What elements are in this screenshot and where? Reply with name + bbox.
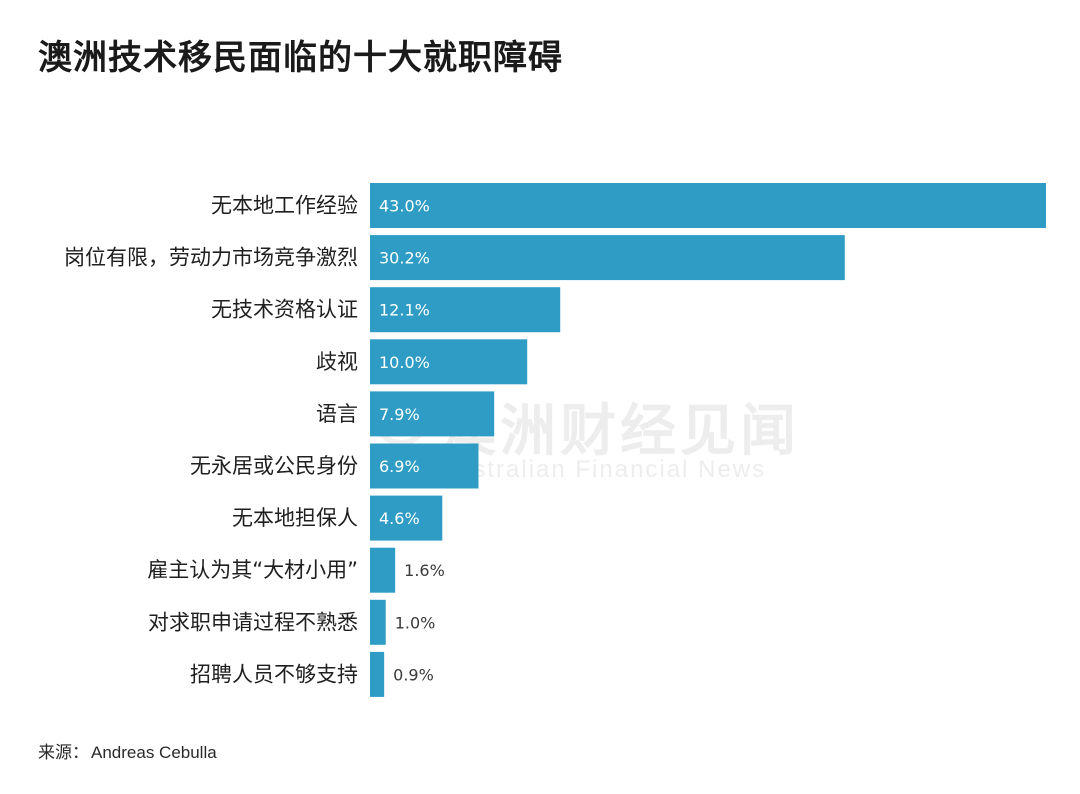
bar-8 <box>370 599 386 645</box>
category-label-0: 无本地工作经验 <box>211 194 358 218</box>
value-label-2: 12.1% <box>379 301 430 320</box>
source-label: 来源： <box>38 743 89 763</box>
bar-9 <box>370 651 385 697</box>
category-label-7: 雇主认为其“大材小用” <box>147 558 358 582</box>
category-label-1: 岗位有限，劳动力市场竞争激烈 <box>64 246 358 270</box>
category-label-5: 无永居或公民身份 <box>190 454 358 478</box>
category-label-8: 对求职申请过程不熟悉 <box>148 610 358 634</box>
bar-0 <box>370 183 1046 228</box>
value-label-1: 30.2% <box>379 249 430 268</box>
value-label-4: 7.9% <box>379 405 420 424</box>
value-label-5: 6.9% <box>379 457 420 476</box>
source-note: 来源： Andreas Cebulla <box>38 738 217 763</box>
value-label-7: 1.6% <box>404 561 445 580</box>
category-label-2: 无技术资格认证 <box>211 298 358 322</box>
value-label-3: 10.0% <box>379 353 430 372</box>
bar-4 <box>370 391 495 437</box>
category-label-4: 语言 <box>316 402 358 426</box>
value-label-6: 4.6% <box>379 509 420 528</box>
category-label-6: 无本地担保人 <box>232 506 358 530</box>
chart-title: 澳洲技术移民面临的十大就职障碍 <box>38 38 563 78</box>
bar-1 <box>370 235 845 281</box>
category-label-9: 招聘人员不够支持 <box>190 662 358 686</box>
source-value: Andreas Cebulla <box>91 743 217 762</box>
value-label-8: 1.0% <box>395 613 436 632</box>
bar-5 <box>370 443 479 489</box>
bar-7 <box>370 547 396 593</box>
category-label-3: 歧视 <box>316 350 358 374</box>
bar-6 <box>370 495 443 541</box>
bar-3 <box>370 339 528 385</box>
bar-2 <box>370 287 561 333</box>
value-label-9: 0.9% <box>393 665 434 684</box>
value-label-0: 43.0% <box>379 197 430 216</box>
